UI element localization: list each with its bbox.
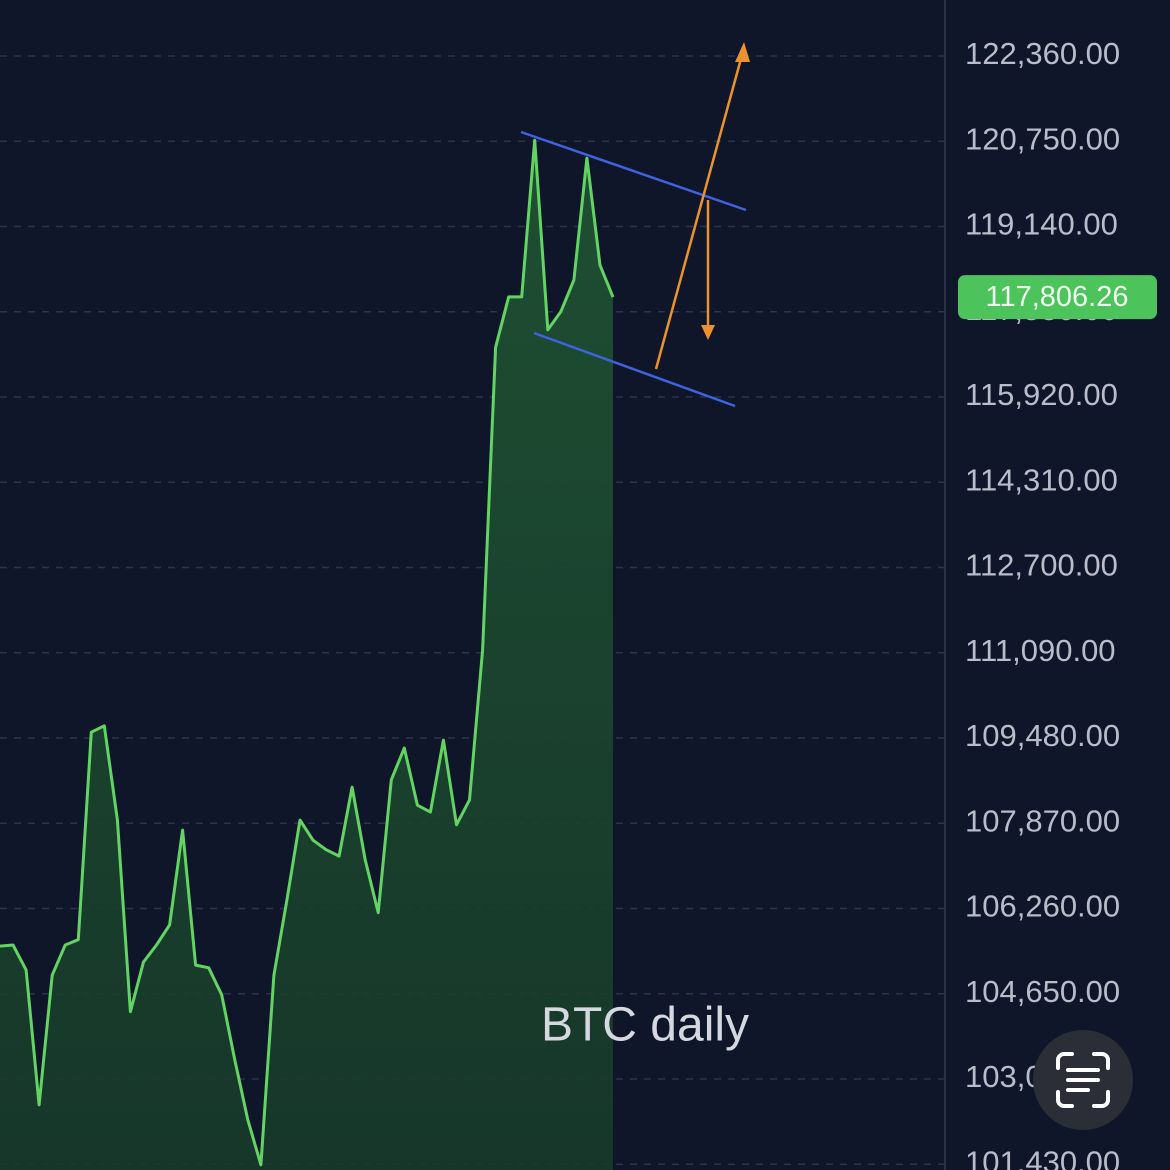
arrow-up-head: [735, 42, 750, 62]
drawings: [520, 42, 750, 408]
y-tick-label: 109,480.00: [965, 718, 1120, 753]
arrow-up: [654, 54, 744, 370]
arrow-down-head: [701, 325, 715, 340]
y-tick-label: 104,650.00: [965, 974, 1120, 1009]
y-tick-label: 122,360.00: [965, 36, 1120, 71]
y-tick-label: 120,750.00: [965, 121, 1120, 156]
channel-bottom: [533, 331, 736, 408]
scan-button[interactable]: [1033, 1030, 1133, 1130]
price-badge: [958, 275, 1157, 320]
area: [0, 140, 613, 1170]
y-tick-label: 101,430.00: [965, 1144, 1120, 1170]
scan-icon-lines: [1066, 1068, 1100, 1092]
scan-icon-frame: [1056, 1052, 1110, 1108]
price-line: [0, 138, 615, 1167]
y-tick-label: 111,090.00: [965, 633, 1116, 668]
y-tick-label: 112,700.00: [965, 548, 1118, 583]
annotation: BTC daily: [541, 999, 749, 1052]
y-tick-label: 106,260.00: [965, 889, 1120, 924]
price-badge-label: 117,806.26: [986, 281, 1129, 313]
y-tick-label: 107,870.00: [965, 803, 1120, 838]
y-tick-label: 114,310.00: [965, 462, 1118, 497]
y-tick-label: 115,920.00: [965, 377, 1118, 412]
channel-top: [520, 130, 747, 212]
y-tick-label: 119,140.00: [965, 207, 1118, 242]
